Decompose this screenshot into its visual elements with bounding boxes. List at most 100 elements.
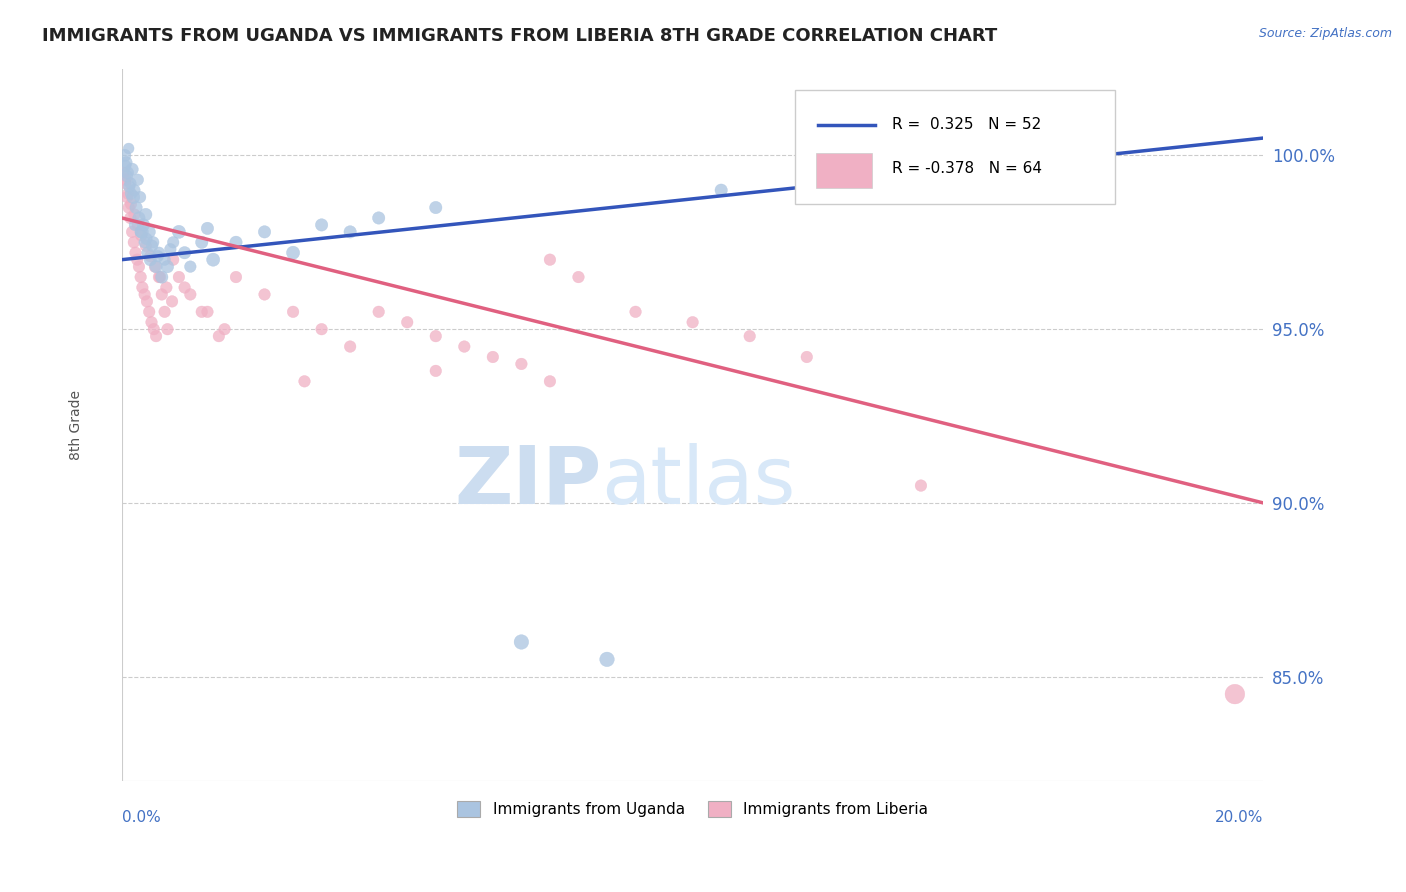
Point	[145, 329, 167, 343]
Point	[162, 252, 184, 267]
Point	[339, 225, 361, 239]
Point	[294, 374, 316, 388]
Point	[160, 294, 183, 309]
Point	[153, 305, 176, 319]
Point	[145, 260, 167, 274]
Point	[425, 364, 447, 378]
Point	[139, 249, 162, 263]
Point	[122, 190, 145, 204]
Point	[190, 305, 212, 319]
FancyBboxPatch shape	[796, 90, 1115, 204]
Point	[162, 235, 184, 250]
Point	[132, 218, 155, 232]
Point	[179, 260, 201, 274]
Point	[538, 252, 561, 267]
Point	[136, 245, 159, 260]
Point	[128, 211, 150, 225]
Text: atlas: atlas	[602, 442, 796, 521]
Point	[114, 172, 136, 186]
Point	[225, 235, 247, 250]
Point	[120, 176, 142, 190]
Text: 20.0%: 20.0%	[1215, 810, 1264, 824]
Point	[121, 225, 143, 239]
Point	[149, 270, 172, 285]
Point	[148, 245, 170, 260]
Point	[538, 374, 561, 388]
Point	[367, 211, 389, 225]
Point	[738, 329, 761, 343]
Point	[225, 270, 247, 285]
Point	[134, 287, 156, 301]
Point	[120, 211, 142, 225]
Point	[311, 322, 333, 336]
Text: ZIP: ZIP	[454, 442, 602, 521]
Point	[138, 305, 160, 319]
Point	[150, 270, 173, 285]
Point	[135, 207, 157, 221]
Point	[118, 201, 141, 215]
Text: 8th Grade: 8th Grade	[69, 390, 83, 459]
Point	[253, 225, 276, 239]
Point	[214, 322, 236, 336]
Point	[135, 232, 157, 246]
Point	[148, 270, 170, 285]
Point	[118, 141, 141, 155]
Point	[202, 252, 225, 267]
Point	[124, 218, 146, 232]
Point	[128, 260, 150, 274]
Point	[129, 270, 152, 285]
Point	[682, 315, 704, 329]
Point	[115, 190, 138, 204]
Point	[124, 245, 146, 260]
Point	[173, 280, 195, 294]
Point	[135, 239, 157, 253]
Point	[910, 478, 932, 492]
Point	[114, 148, 136, 162]
Point	[118, 179, 141, 194]
Point	[339, 340, 361, 354]
Point	[143, 260, 166, 274]
Point	[136, 294, 159, 309]
Point	[253, 287, 276, 301]
Point	[167, 225, 190, 239]
Point	[567, 270, 589, 285]
Point	[153, 252, 176, 267]
Point	[156, 322, 179, 336]
Point	[173, 245, 195, 260]
Point	[425, 329, 447, 343]
Point	[139, 252, 162, 267]
Point	[624, 305, 647, 319]
Point	[425, 201, 447, 215]
Point	[120, 186, 142, 201]
Point	[112, 166, 135, 180]
Point	[596, 652, 619, 666]
Point	[190, 235, 212, 250]
Point	[159, 242, 181, 256]
Point	[131, 225, 153, 239]
Point	[120, 197, 142, 211]
Point	[482, 350, 505, 364]
Point	[131, 280, 153, 294]
Point	[124, 207, 146, 221]
Text: 0.0%: 0.0%	[122, 810, 160, 824]
Legend: Immigrants from Uganda, Immigrants from Liberia: Immigrants from Uganda, Immigrants from …	[451, 795, 934, 823]
Point	[138, 225, 160, 239]
Point	[134, 235, 156, 250]
Point	[281, 305, 304, 319]
Point	[127, 218, 149, 232]
Point	[141, 315, 163, 329]
Point	[129, 225, 152, 239]
Point	[115, 169, 138, 184]
Text: R =  0.325   N = 52: R = 0.325 N = 52	[893, 118, 1042, 132]
Point	[142, 235, 165, 250]
Point	[122, 235, 145, 250]
Text: IMMIGRANTS FROM UGANDA VS IMMIGRANTS FROM LIBERIA 8TH GRADE CORRELATION CHART: IMMIGRANTS FROM UGANDA VS IMMIGRANTS FRO…	[42, 27, 997, 45]
Point	[127, 252, 149, 267]
FancyBboxPatch shape	[815, 153, 872, 188]
Point	[115, 155, 138, 169]
Point	[311, 218, 333, 232]
Point	[710, 183, 733, 197]
Point	[796, 350, 818, 364]
Point	[114, 176, 136, 190]
Point	[121, 162, 143, 177]
